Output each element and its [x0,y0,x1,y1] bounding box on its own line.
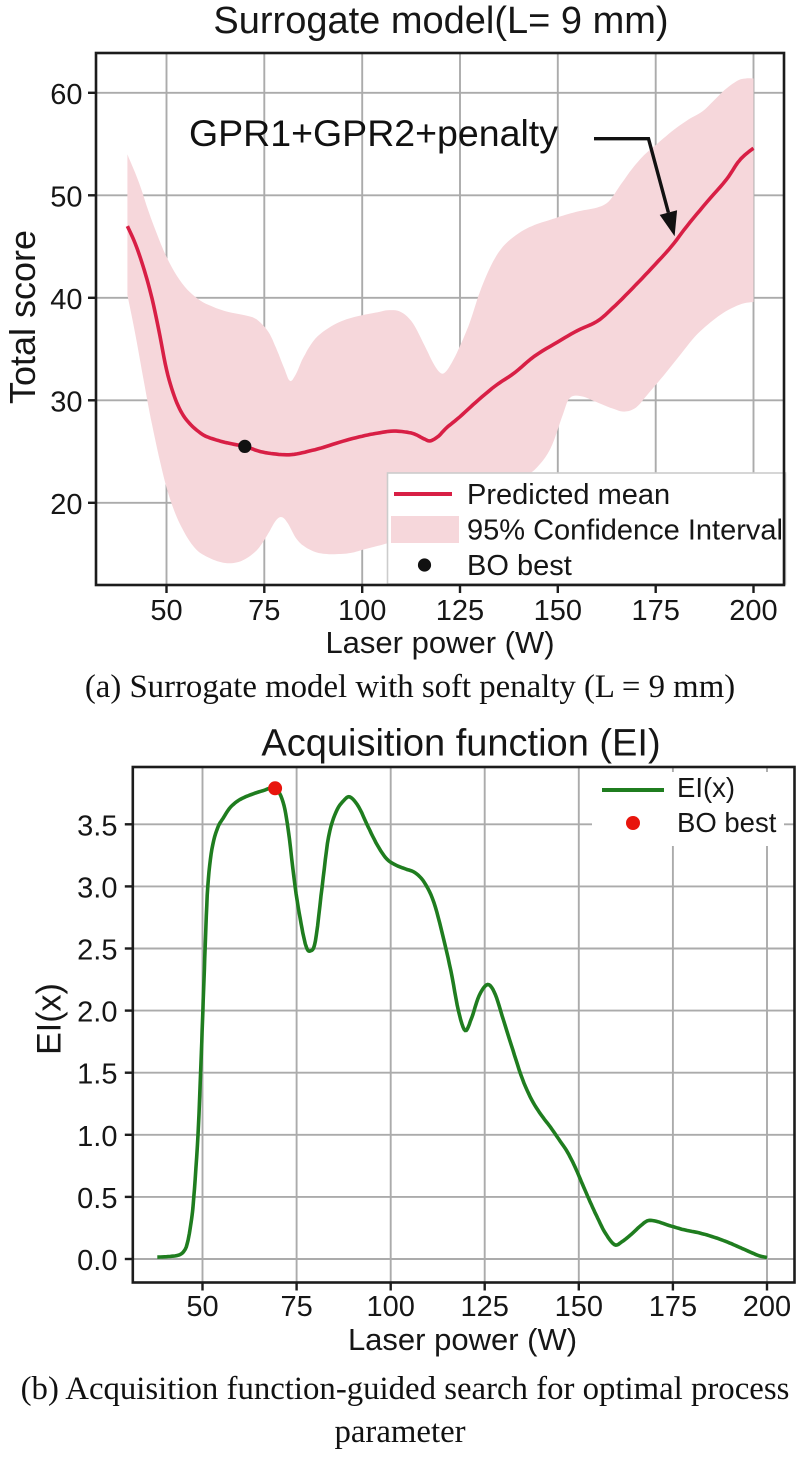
svg-text:Acquisition function (EI): Acquisition function (EI) [261,723,660,765]
svg-text:2.0: 2.0 [77,997,117,1029]
svg-text:30: 30 [50,386,82,418]
svg-text:3.5: 3.5 [77,810,117,842]
svg-text:0.0: 0.0 [77,1245,117,1277]
svg-text:175: 175 [649,1291,697,1323]
svg-text:0.5: 0.5 [77,1183,117,1215]
svg-text:Surrogate model(L= 9 mm): Surrogate model(L= 9 mm) [213,0,668,42]
svg-text:parameter: parameter [334,1414,465,1450]
svg-text:Predicted mean: Predicted mean [467,479,670,511]
svg-text:175: 175 [632,595,680,627]
svg-text:BO best: BO best [467,550,572,582]
svg-text:3.0: 3.0 [77,872,117,904]
svg-text:125: 125 [436,595,484,627]
svg-text:100: 100 [338,595,386,627]
svg-text:50: 50 [50,181,82,213]
svg-text:20: 20 [50,489,82,521]
svg-text:1.0: 1.0 [77,1121,117,1153]
svg-text:200: 200 [729,595,777,627]
svg-text:Total score: Total score [2,230,43,404]
svg-text:75: 75 [280,1291,312,1323]
svg-text:200: 200 [743,1291,791,1323]
svg-text:EI(x): EI(x) [31,983,69,1055]
svg-text:Laser power (W): Laser power (W) [348,1322,577,1357]
svg-text:(b) Acquisition function-guide: (b) Acquisition function-guided search f… [21,1371,790,1407]
svg-text:Laser power (W): Laser power (W) [325,625,554,660]
svg-text:(a) Surrogate model with soft: (a) Surrogate model with soft penalty (L… [85,669,735,705]
svg-text:2.5: 2.5 [77,935,117,967]
svg-text:75: 75 [248,595,280,627]
svg-text:1.5: 1.5 [77,1059,117,1091]
svg-text:GPR1+GPR2+penalty: GPR1+GPR2+penalty [189,112,558,154]
svg-text:50: 50 [150,595,182,627]
svg-text:125: 125 [461,1291,509,1323]
svg-text:150: 150 [534,595,582,627]
svg-text:150: 150 [555,1291,603,1323]
svg-text:50: 50 [186,1291,218,1323]
svg-text:100: 100 [367,1291,415,1323]
svg-text:60: 60 [50,79,82,111]
svg-text:BO best: BO best [677,807,777,838]
svg-text:95% Confidence Interval: 95% Confidence Interval [467,515,783,547]
svg-text:EI(x): EI(x) [677,772,735,803]
svg-text:40: 40 [50,284,82,316]
